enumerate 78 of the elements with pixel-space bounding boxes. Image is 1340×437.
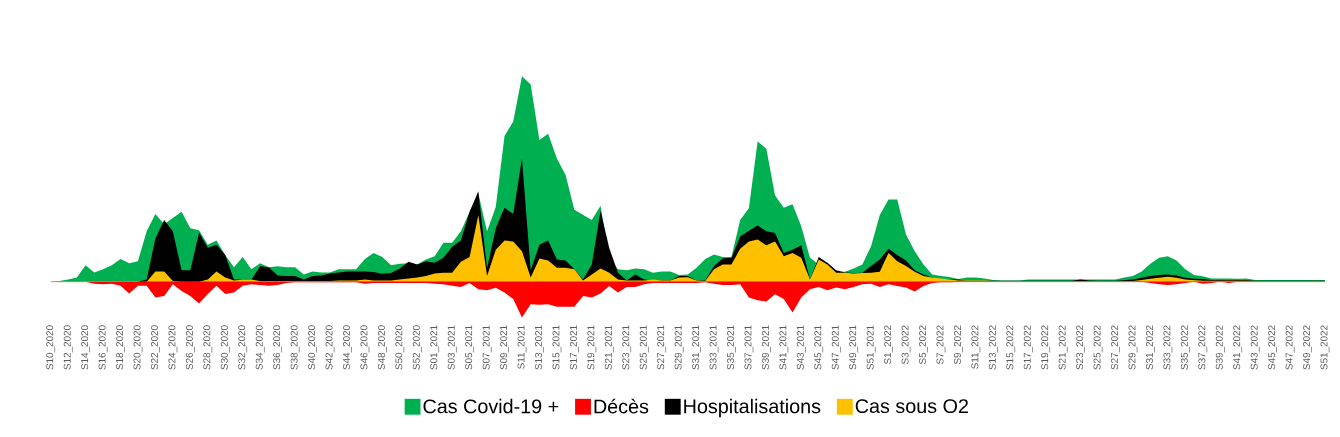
x-tick-label: S13_2022 xyxy=(988,325,998,370)
x-tick-label: S28_2020 xyxy=(203,325,213,370)
x-tick-label: S35_2021 xyxy=(727,325,736,370)
x-tick-label: S7_2022 xyxy=(936,325,946,364)
x-tick-label: S52_2020 xyxy=(412,325,422,370)
x-tick-label: S39_2022 xyxy=(1215,325,1225,370)
x-tick-label: S39_2021 xyxy=(761,325,771,370)
x-tick-label: S21_2021 xyxy=(604,325,614,370)
legend-label: Décès xyxy=(594,398,649,414)
x-tick-label: S31_2021 xyxy=(692,325,701,370)
x-tick-label: S24_2020 xyxy=(168,325,178,370)
x-tick-label: S14_2020 xyxy=(81,325,91,370)
legend-label: Cas Covid-19 + xyxy=(423,398,559,414)
legend-label: Hospitalisations xyxy=(684,398,821,418)
x-tick-label: S23_2021 xyxy=(622,325,632,370)
x-tick-label: S20_2020 xyxy=(133,325,143,370)
x-tick-label: S15_2022 xyxy=(1006,325,1016,370)
x-tick-label: S15_2021 xyxy=(552,325,562,370)
x-tick-label: S47_2022 xyxy=(1285,325,1295,370)
x-tick-label: S43_2021 xyxy=(796,325,806,370)
x-tick-label: S43_2022 xyxy=(1250,325,1260,370)
x-tick-label: S3_2022 xyxy=(901,325,911,364)
x-tick-label: S16_2020 xyxy=(98,325,108,370)
x-tick-label: S44_2020 xyxy=(342,325,352,370)
x-tick-label: S33_2021 xyxy=(709,325,719,370)
x-tick-label: S23_2022 xyxy=(1076,325,1085,370)
x-tick-label: S27_2021 xyxy=(657,325,667,370)
x-tick-label: S27_2022 xyxy=(1111,325,1120,370)
x-tick-label: S03_2021 xyxy=(447,325,457,370)
x-tick-label: S22_2020 xyxy=(150,325,160,370)
x-tick-label: S17_2022 xyxy=(1023,325,1033,370)
x-tick-label: S21_2022 xyxy=(1058,325,1068,370)
x-tick-label: S49_2022 xyxy=(1303,325,1312,370)
x-tick-label: S13_2021 xyxy=(535,325,544,370)
x-tick-label: S19_2021 xyxy=(587,325,597,370)
x-tick-label: S49_2021 xyxy=(849,325,859,370)
x-tick-label: S45_2022 xyxy=(1268,325,1277,370)
x-tick-label: S33_2022 xyxy=(1163,325,1173,370)
x-tick-label: S42_2020 xyxy=(325,325,335,370)
x-tick-label: S36_2020 xyxy=(273,325,283,370)
x-tick-label: S51_2022 xyxy=(1320,325,1330,370)
x-tick-label: S17_2021 xyxy=(569,325,579,370)
x-tick-label: S10_2020 xyxy=(46,325,56,370)
x-tick-label: S37_2022 xyxy=(1198,325,1208,370)
x-tick-label: S5_2022 xyxy=(919,325,928,364)
x-tick-label: S30_2020 xyxy=(220,325,230,370)
x-tick-label: S31_2022 xyxy=(1145,325,1155,370)
x-tick-label: S25_2022 xyxy=(1093,325,1103,370)
legend-label: Cas sous O2 xyxy=(855,398,968,413)
x-tick-label: S46_2020 xyxy=(360,325,370,370)
x-tick-label: S37_2021 xyxy=(744,325,754,370)
x-tick-label: S50_2020 xyxy=(395,325,405,370)
x-tick-label: S19_2022 xyxy=(1041,325,1051,370)
x-tick-label: S51_2021 xyxy=(866,325,876,370)
x-tick-label: S32_2020 xyxy=(238,325,248,370)
x-tick-label: S29_2021 xyxy=(674,325,684,370)
x-tick-label: S35_2022 xyxy=(1180,325,1190,370)
x-tick-label: S05_2021 xyxy=(465,325,475,370)
x-tick-label: S25_2021 xyxy=(639,325,649,370)
x-tick-label: S45_2021 xyxy=(814,325,824,370)
x-tick-label: S34_2020 xyxy=(255,325,265,370)
x-tick-label: S11_2021 xyxy=(517,325,527,369)
x-tick-label: S48_2020 xyxy=(377,325,387,370)
x-tick-label: S18_2020 xyxy=(116,325,125,370)
x-tick-label: S29_2022 xyxy=(1128,325,1138,370)
x-tick-label: S1_2022 xyxy=(884,325,893,364)
x-tick-label: S47_2021 xyxy=(831,325,841,370)
x-tick-label: S09_2021 xyxy=(500,325,509,370)
x-tick-label: S12_2020 xyxy=(63,325,73,370)
x-tick-label: S07_2021 xyxy=(482,325,492,370)
x-tick-label: S26_2020 xyxy=(185,325,195,370)
x-tick-label: S40_2020 xyxy=(308,325,317,370)
x-tick-label: S01_2021 xyxy=(430,325,440,370)
x-tick-label: S41_2022 xyxy=(1233,325,1243,370)
x-tick-label: S41_2021 xyxy=(779,325,789,370)
x-tick-label: S38_2020 xyxy=(290,325,300,370)
x-tick-label: S9_2022 xyxy=(953,325,963,364)
x-tick-label: S11_2022 xyxy=(971,325,981,369)
